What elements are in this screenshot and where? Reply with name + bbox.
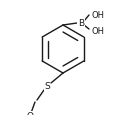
Text: OH: OH <box>91 26 104 35</box>
Text: S: S <box>44 82 50 91</box>
Text: O: O <box>26 112 34 115</box>
Text: B: B <box>78 19 84 28</box>
Text: OH: OH <box>91 10 104 19</box>
